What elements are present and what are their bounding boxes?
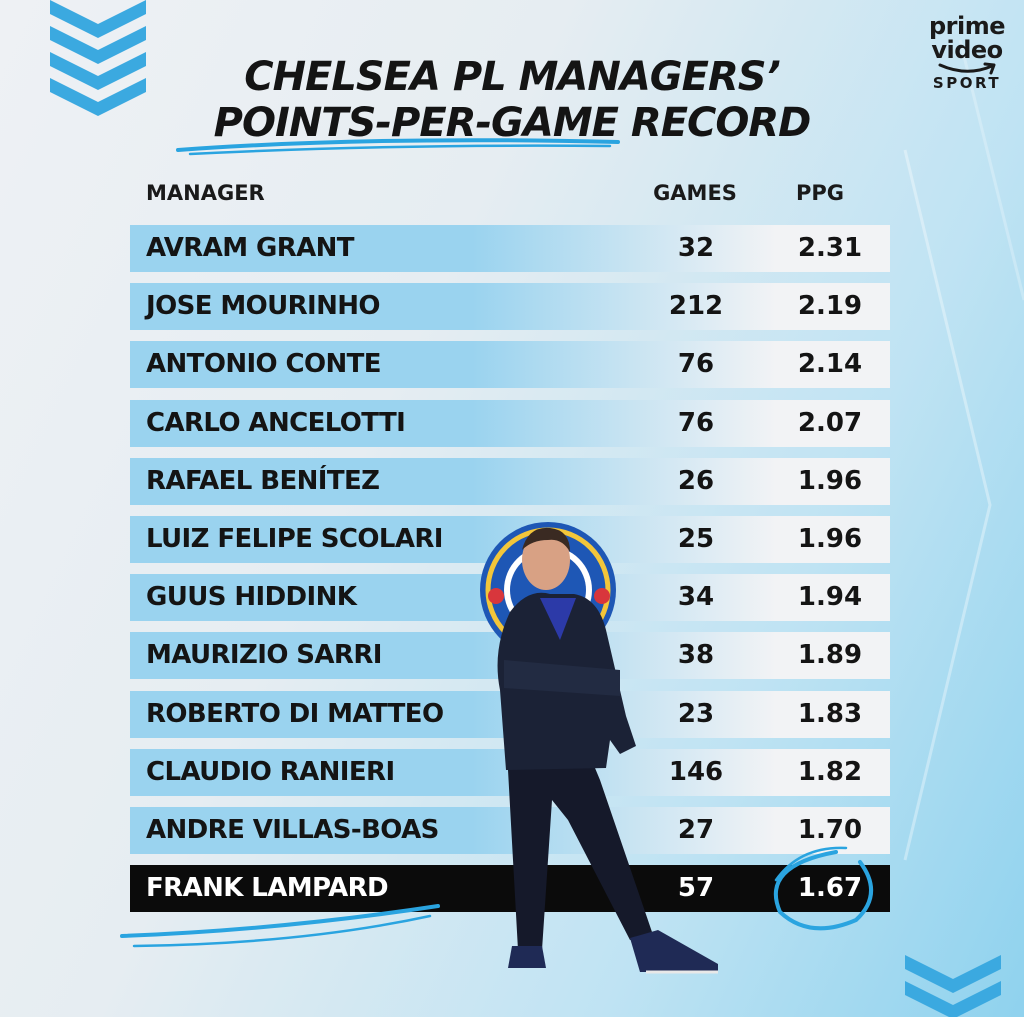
manager-photo (480, 522, 718, 974)
ppg-cell: 2.31 (797, 233, 863, 263)
manager-name-cell: CARLO ANCELOTTI (146, 408, 406, 438)
prime-video-sport-logo: prime video SPORT (922, 14, 1012, 92)
chevron-decoration-top (50, 0, 146, 116)
table-row: CARLO ANCELOTTI 76 2.07 (130, 400, 890, 447)
ppg-cell: 1.83 (797, 699, 863, 729)
games-cell: 27 (677, 815, 715, 845)
ppg-cell: 1.94 (797, 582, 863, 612)
manager-name-cell: FRANK LAMPARD (146, 873, 389, 903)
table-row: MAURIZIO SARRI 38 1.89 (130, 632, 890, 679)
manager-name-cell: LUIZ FELIPE SCOLARI (146, 524, 443, 554)
ppg-cell: 2.07 (797, 408, 863, 438)
ppg-cell: 1.70 (797, 815, 863, 845)
title-underline-swoosh (176, 138, 620, 156)
ppg-cell: 2.14 (797, 349, 863, 379)
column-header-games: GAMES (653, 181, 737, 205)
table-row: RAFAEL BENÍTEZ 26 1.96 (130, 458, 890, 505)
manager-name-cell: ROBERTO DI MATTEO (146, 699, 444, 729)
logo-word-video: video (931, 36, 1003, 64)
table-row: ANTONIO CONTE 76 2.14 (130, 341, 890, 388)
games-cell: 76 (677, 349, 715, 379)
manager-name-cell: CLAUDIO RANIERI (146, 757, 395, 787)
chevron-decoration-bottom (905, 955, 1001, 1017)
games-cell: 32 (677, 233, 715, 263)
ppg-cell: 1.96 (797, 524, 863, 554)
games-cell: 57 (677, 873, 715, 903)
title-line-1: CHELSEA PL MANAGERS’ (244, 54, 781, 100)
games-cell: 26 (677, 466, 715, 496)
ppg-cell: 2.19 (797, 291, 863, 321)
column-header-ppg: PPG (795, 181, 845, 205)
ppg-cell: 1.89 (797, 640, 863, 670)
games-cell: 34 (677, 582, 715, 612)
games-cell: 38 (677, 640, 715, 670)
column-header-manager: MANAGER (146, 181, 265, 205)
title-line-2: POINTS-PER-GAME RECORD (213, 100, 812, 146)
games-cell: 25 (677, 524, 715, 554)
ppg-cell: 1.82 (797, 757, 863, 787)
logo-word-sport: SPORT (932, 74, 1002, 92)
games-cell: 76 (677, 408, 715, 438)
manager-name-cell: JOSE MOURINHO (146, 291, 381, 321)
ppg-cell: 1.67 (797, 873, 863, 903)
manager-name-cell: ANDRE VILLAS-BOAS (146, 815, 439, 845)
table-row: AVRAM GRANT 32 2.31 (130, 225, 890, 272)
logo-word-prime: prime (928, 12, 1006, 40)
manager-name-cell: ANTONIO CONTE (146, 349, 382, 379)
manager-name-cell: RAFAEL BENÍTEZ (146, 466, 380, 496)
table-row: JOSE MOURINHO 212 2.19 (130, 283, 890, 330)
smile-arrow-icon (938, 62, 996, 75)
manager-name-cell: MAURIZIO SARRI (146, 640, 382, 670)
games-cell: 23 (677, 699, 715, 729)
table-row: ANDRE VILLAS-BOAS 27 1.70 (130, 807, 890, 854)
ppg-cell: 1.96 (797, 466, 863, 496)
manager-name-cell: AVRAM GRANT (146, 233, 355, 263)
manager-name-cell: GUUS HIDDINK (146, 582, 357, 612)
games-cell: 146 (668, 757, 724, 787)
games-cell: 212 (668, 291, 724, 321)
